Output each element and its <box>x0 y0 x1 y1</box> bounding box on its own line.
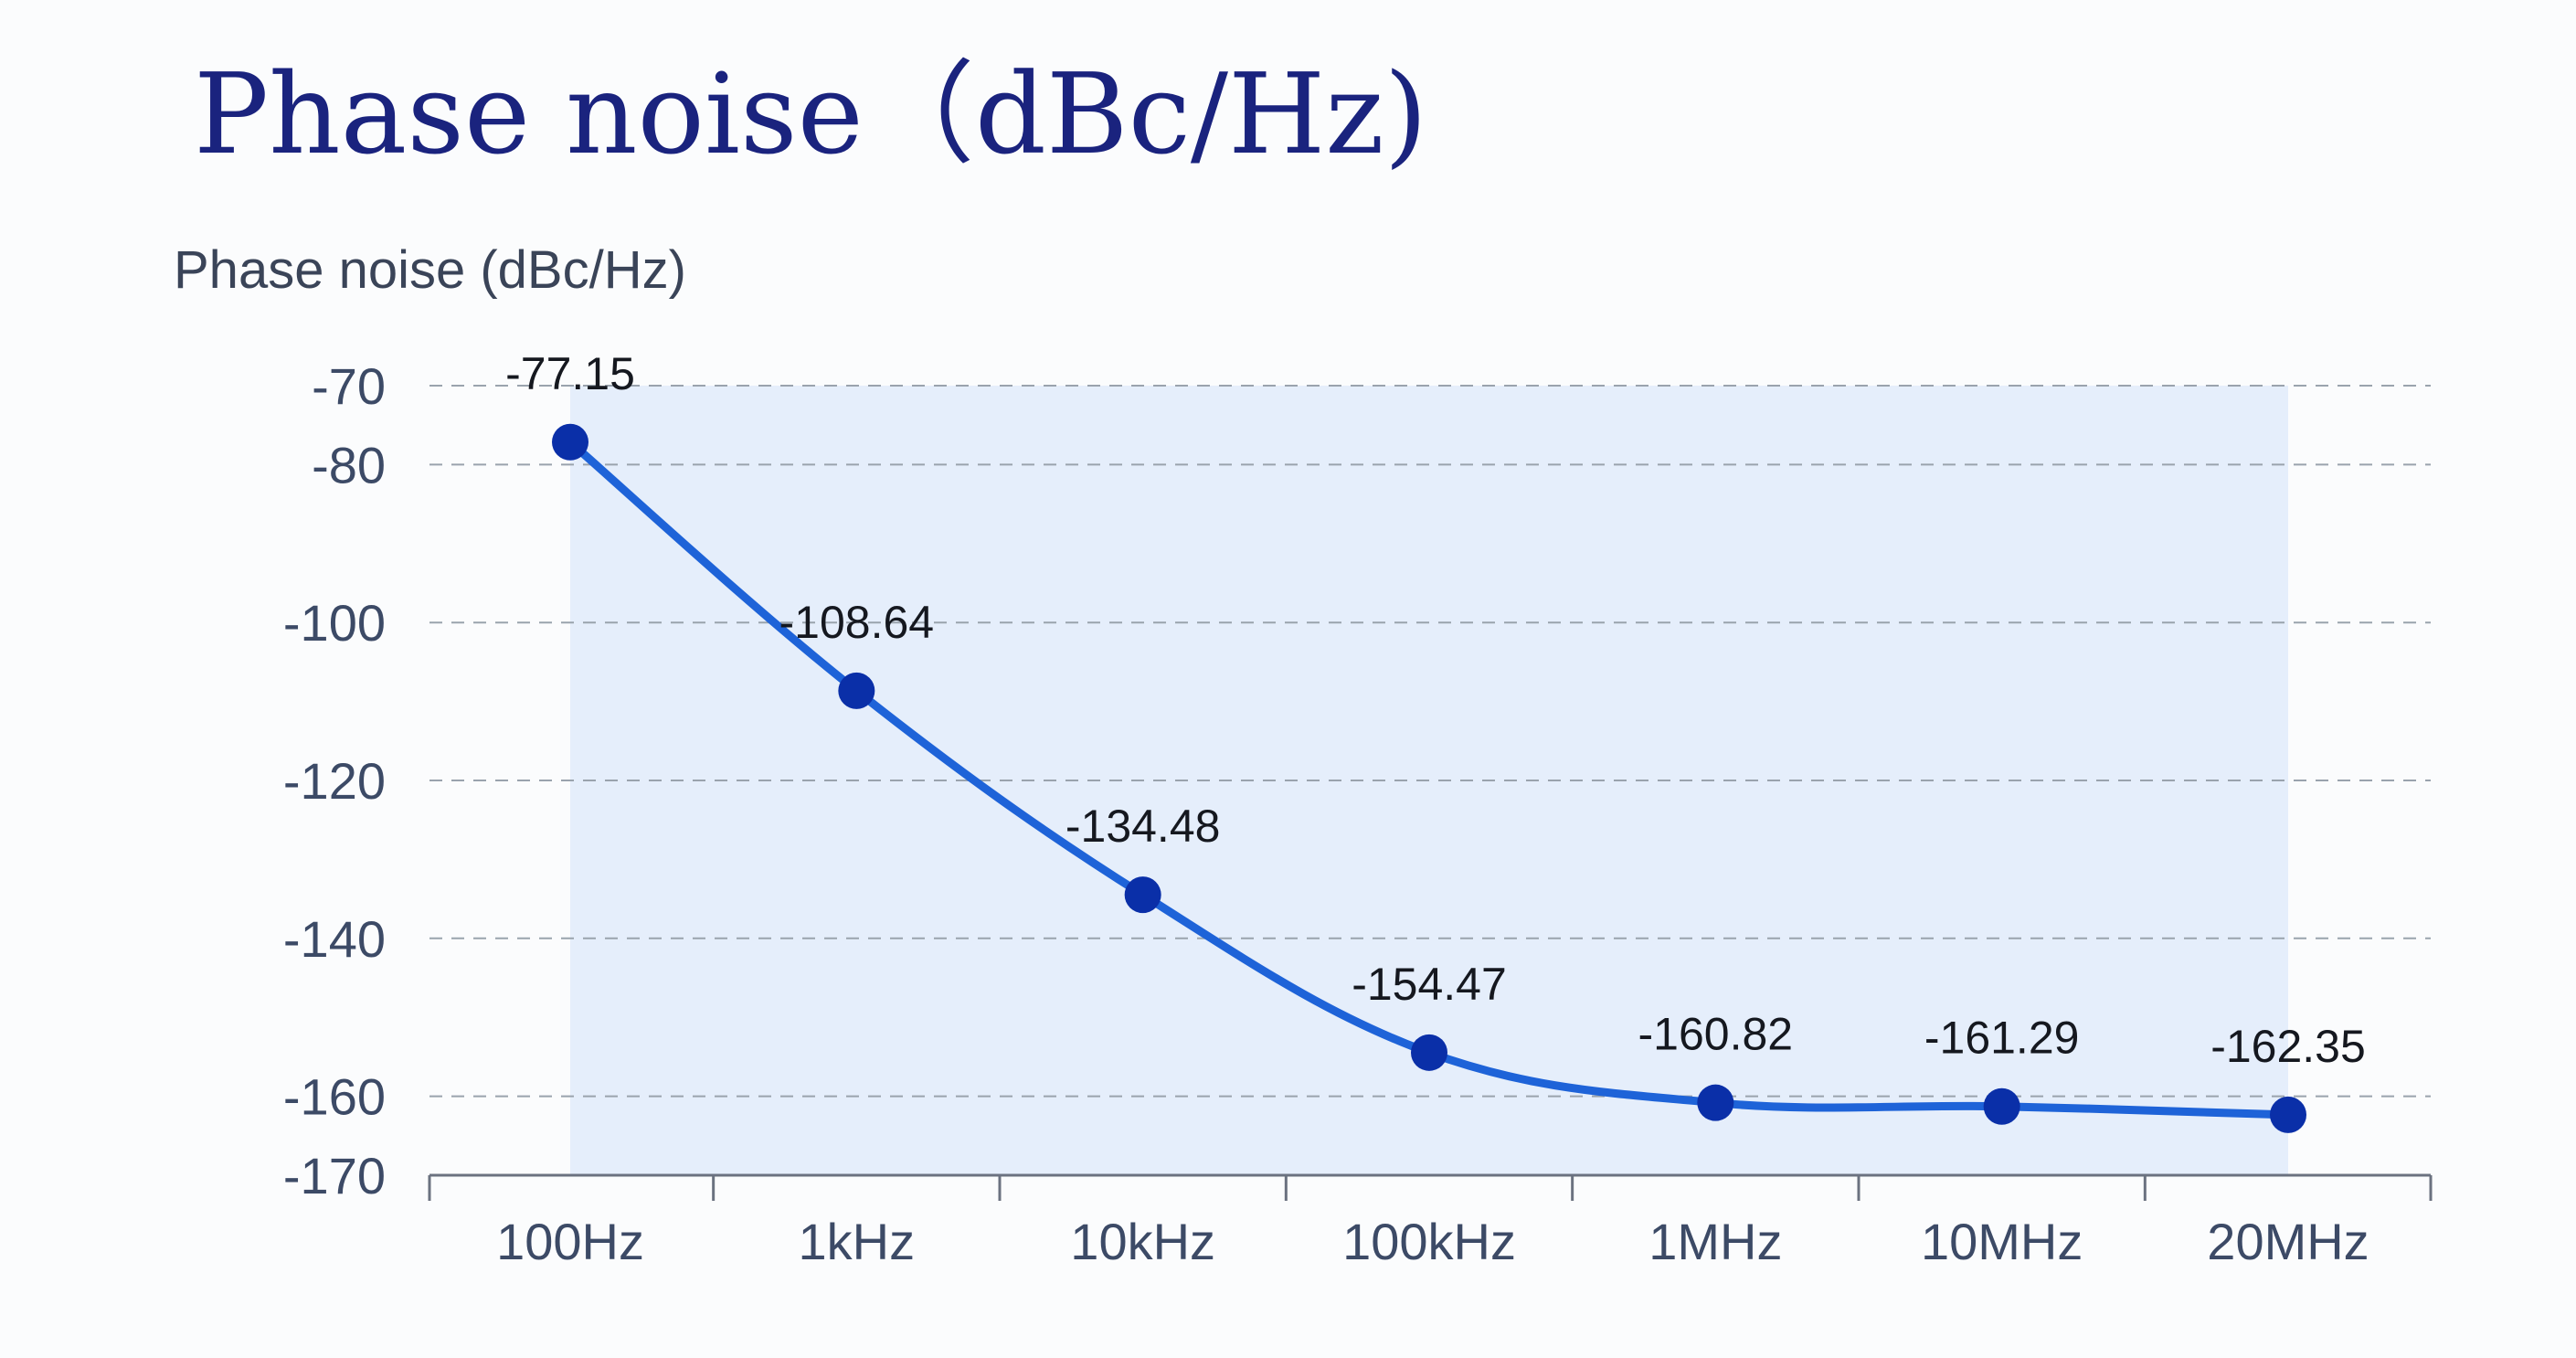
data-point <box>552 423 588 461</box>
data-label: -134.48 <box>1065 801 1221 852</box>
x-tick-label: 20MHz <box>2207 1213 2369 1270</box>
y-tick-label: -120 <box>283 752 386 810</box>
x-tick-label: 100Hz <box>496 1213 644 1270</box>
y-tick-label: -160 <box>283 1068 386 1126</box>
y-tick-label: -140 <box>283 910 386 968</box>
data-label: -108.64 <box>779 597 935 648</box>
data-point <box>1124 876 1161 914</box>
x-tick-label: 10MHz <box>1921 1213 2083 1270</box>
data-point <box>838 672 875 709</box>
data-label: -160.82 <box>1638 1009 1794 1060</box>
y-tick-label: -170 <box>283 1147 386 1204</box>
data-label: -161.29 <box>1924 1013 2080 1064</box>
data-label: -154.47 <box>1352 959 1507 1010</box>
data-label: -162.35 <box>2210 1021 2366 1072</box>
x-tick-label: 100kHz <box>1342 1213 1516 1270</box>
data-point <box>1697 1084 1734 1121</box>
y-tick-label: -70 <box>312 357 386 415</box>
data-point <box>2270 1096 2306 1133</box>
y-tick-label: -80 <box>312 436 386 493</box>
data-point <box>1411 1034 1447 1071</box>
x-tick-label: 1MHz <box>1648 1213 1782 1270</box>
y-tick-label: -100 <box>283 594 386 652</box>
y-axis-label: Phase noise (dBc/Hz) <box>174 240 686 300</box>
chart-title: Phase noise（dBc/Hz) <box>194 49 1428 179</box>
data-point <box>1983 1087 2020 1125</box>
data-label: -77.15 <box>505 348 635 399</box>
x-tick-label: 1kHz <box>799 1213 916 1270</box>
x-tick-label: 10kHz <box>1070 1213 1215 1270</box>
